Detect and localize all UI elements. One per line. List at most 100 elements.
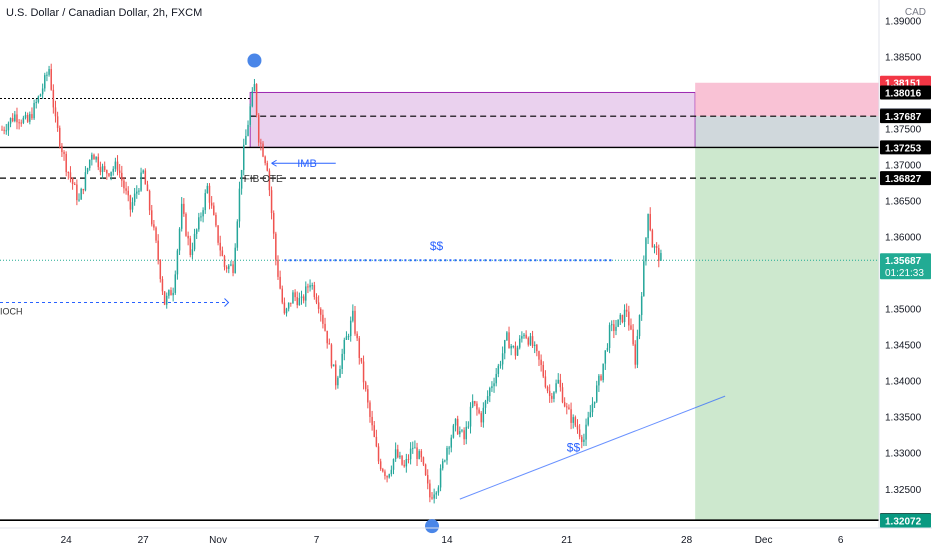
candle-body [461, 430, 463, 432]
candle-body [18, 122, 20, 124]
candle-body [418, 451, 420, 459]
candle-body [471, 401, 474, 407]
price-tick: 1.34000 [885, 377, 922, 388]
entry-zone [695, 116, 879, 148]
candle-body [583, 439, 585, 442]
candle-body [82, 188, 85, 191]
candle-body [610, 324, 613, 326]
candle-body [268, 170, 271, 191]
candle-body [129, 195, 132, 210]
candle-body [232, 264, 234, 273]
candle-body [542, 364, 545, 377]
stop-zone [695, 82, 879, 117]
candle-body [334, 364, 337, 386]
candle-body [499, 364, 502, 366]
candle-body [467, 426, 470, 428]
price-tick: 1.38500 [885, 53, 922, 64]
candle-body [512, 345, 515, 347]
price-tag-label: 1.36827 [885, 174, 922, 185]
candle-body [71, 178, 74, 185]
candle-body [533, 344, 536, 347]
price-tag [880, 171, 931, 186]
candle-body [1, 129, 3, 131]
candle-body [9, 117, 12, 124]
candle-body [322, 314, 324, 324]
candle-body [546, 386, 549, 391]
candle-body [31, 114, 33, 119]
candle-body [67, 172, 70, 174]
candle-body [339, 368, 341, 378]
candle-body [379, 461, 382, 470]
candle-body [394, 449, 397, 460]
candle-body [309, 285, 311, 288]
candle-body [655, 246, 658, 249]
candle-body [593, 401, 596, 404]
time-tick: 24 [61, 535, 73, 546]
price-tag-label: 1.37687 [885, 112, 922, 123]
candle-body [210, 202, 213, 206]
candle-body [174, 274, 177, 293]
price-tick: 1.36000 [885, 233, 922, 244]
candle-body [587, 417, 589, 425]
candle-body [392, 459, 395, 470]
candle-body [185, 213, 187, 236]
candle-body [529, 336, 532, 345]
candle-body [302, 296, 305, 301]
candle-body [399, 455, 401, 458]
candle-body [136, 191, 138, 194]
symbol-title[interactable]: U.S. Dollar / Canadian Dollar, 2h, FXCM [6, 7, 203, 19]
candle-body [615, 326, 617, 331]
candle-body [46, 74, 48, 76]
candle-body [236, 221, 239, 248]
candle-body [292, 292, 294, 304]
price-tick: 1.33500 [885, 413, 922, 424]
candle-body [634, 344, 637, 365]
candle-body [501, 353, 504, 365]
candle-body [617, 319, 619, 327]
candle-body [454, 418, 457, 426]
candle-body [595, 385, 598, 402]
choch-arrow-head [224, 298, 230, 307]
candle-body [476, 403, 478, 410]
candle-body [187, 235, 189, 239]
candle-body [123, 180, 125, 189]
price-tag-label: 1.37253 [885, 143, 922, 154]
candle-body [290, 302, 292, 304]
candle-body [658, 248, 660, 261]
candle-body [555, 383, 557, 393]
candle-body [540, 359, 542, 365]
candle-body [551, 395, 553, 399]
candle-body [221, 250, 224, 256]
candle-body [330, 344, 333, 367]
price-tag [880, 253, 931, 280]
candle-body [121, 172, 123, 181]
candle-body [251, 91, 254, 107]
candle-body [230, 264, 232, 266]
candle-body [491, 386, 493, 389]
candle-body [125, 188, 127, 191]
candle-body [228, 265, 230, 269]
candle-body [531, 336, 534, 347]
countdown-label: 01:21:33 [885, 268, 924, 279]
candle-body [600, 375, 602, 381]
time-tick: 6 [838, 535, 844, 546]
candle-body [140, 172, 142, 191]
candle-body [189, 238, 192, 255]
candle-body [362, 361, 365, 383]
candle-body [240, 169, 243, 189]
candle-body [405, 458, 408, 467]
candle-body [495, 373, 497, 384]
candle-body [200, 216, 202, 218]
candle-body [630, 325, 632, 330]
candle-body [65, 153, 67, 173]
candle-body [76, 184, 78, 201]
candle-body [61, 145, 63, 153]
candle-body [26, 114, 29, 122]
candle-body [469, 406, 472, 427]
candle-body [73, 184, 76, 186]
candle-body [660, 253, 662, 261]
target-zone [695, 147, 879, 521]
candle-body [33, 103, 35, 119]
